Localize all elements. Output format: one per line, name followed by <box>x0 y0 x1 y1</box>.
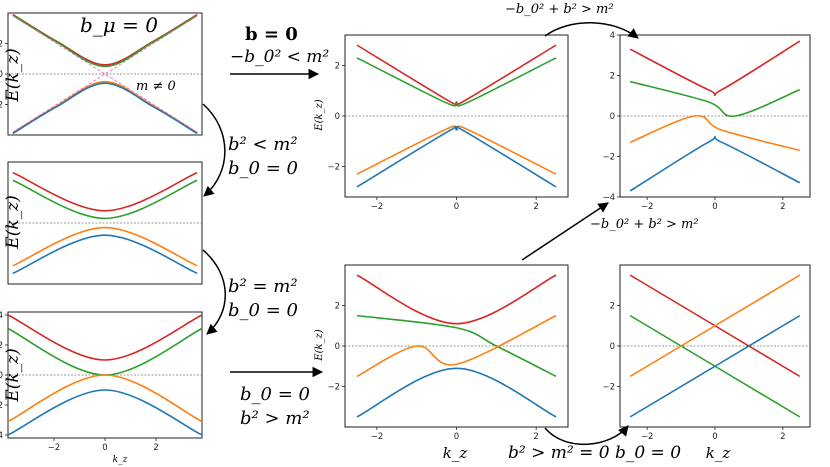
panel-p1: −2 0 2E(k_z) <box>0 12 203 136</box>
y-tick-label: 0 <box>0 70 3 80</box>
x-tick-label: −2 <box>641 202 654 212</box>
arrow2-b0-label: b_0 = 0 <box>228 300 298 321</box>
series-line-red <box>12 171 198 212</box>
y-tick-label: 0 <box>335 112 340 122</box>
series-line-orange <box>356 314 557 378</box>
series-line-green <box>356 314 557 378</box>
y-tick-label: −4 <box>602 193 615 203</box>
y-axis-label: E(k_z) <box>314 99 325 132</box>
series-line-orange <box>7 374 203 423</box>
x-tick-label: 0 <box>102 443 107 453</box>
y-tick-label: 4 <box>0 311 3 321</box>
x-tick-label: 2 <box>533 202 538 212</box>
x-tick-label: −2 <box>641 432 654 442</box>
y-tick-label: 2 <box>335 302 340 312</box>
series-line-red <box>629 40 801 97</box>
y-tick-label: 2 <box>0 40 3 50</box>
y-tick-label: −2 <box>602 383 615 393</box>
panel-p6: −2 0 2 −2 0 2 E(k_z) k_z <box>314 264 569 462</box>
bottom-cond-label: b² > m² = 0 b_0 = 0 <box>508 443 681 463</box>
y-axis-label: E(k_z) <box>3 195 23 249</box>
linear-dispersion-line <box>12 15 198 133</box>
y-axis-label: E(k_z) <box>3 348 23 402</box>
y-axis-label: E(k_z) <box>314 329 325 362</box>
arrow-2 <box>202 249 226 335</box>
series-line-red <box>356 44 557 107</box>
y-tick-label: −2 <box>327 383 340 393</box>
y-tick-label: 0 <box>335 342 340 352</box>
x-tick-label: −2 <box>371 432 384 442</box>
series-line-blue <box>629 135 801 192</box>
panel-p7: −2 0 2 −2 0 2 k_z <box>602 264 811 462</box>
y-tick-label: 0 <box>610 112 615 122</box>
arrow-top-cond-label: −b_0² < m² <box>230 47 329 67</box>
series-line-green <box>356 57 557 107</box>
y-axis-label: E(k_z) <box>3 48 23 102</box>
x-tick-label: 2 <box>780 202 785 212</box>
series-line-blue <box>356 367 557 418</box>
arrow1-b-label: b² < m² <box>228 134 298 155</box>
series-line-orange <box>629 114 801 152</box>
arrow1-b0-label: b_0 = 0 <box>228 158 298 179</box>
series-line-orange <box>12 226 198 267</box>
y-tick-label: 2 <box>610 302 615 312</box>
x-tick-label: 2 <box>153 443 158 453</box>
arrow-top-right <box>544 22 639 39</box>
x-axis-label: k_z <box>113 455 128 465</box>
arrow-1 <box>202 103 226 197</box>
series-line-red <box>7 314 203 361</box>
series-line-blue <box>12 82 198 135</box>
y-tick-label: 2 <box>610 72 615 82</box>
series-line-green <box>12 179 198 220</box>
linear-dispersion-line <box>12 15 198 133</box>
y-tick-label: 2 <box>0 341 3 351</box>
series-line-blue <box>356 125 557 188</box>
panel-p4: −2 0 2 −2 0 2 E(k_z) <box>314 34 569 212</box>
series-line-blue <box>12 234 198 275</box>
arrow-bottom-b0-label: b_0 = 0 <box>240 384 310 405</box>
series-line-blue <box>7 389 203 436</box>
series-line-green <box>12 14 198 68</box>
y-tick-label: 2 <box>335 61 340 71</box>
arrow-diagonal <box>521 202 609 261</box>
arrow-top-right-label: −b_0² + b² > m² <box>505 2 614 17</box>
x-axis-label: k_z <box>706 444 731 462</box>
x-tick-label: 2 <box>780 432 785 442</box>
x-tick-label: −2 <box>48 443 61 453</box>
arrow2-b-label: b² = m² <box>228 276 298 297</box>
panel1-mass-label: m ≠ 0 <box>136 79 176 94</box>
series-line-orange <box>629 274 801 378</box>
panel1-title: b_μ = 0 <box>80 13 158 37</box>
y-tick-label: −4 <box>0 431 3 441</box>
arrow-top-b-label: b = 0 <box>245 24 298 45</box>
panel-p2: E(k_z) <box>3 161 203 285</box>
x-tick-label: 0 <box>454 432 459 442</box>
panel-p5: −4 −2 0 2 4 −2 0 2 <box>602 31 811 212</box>
x-tick-label: 0 <box>454 202 459 212</box>
y-tick-label: −2 <box>0 101 3 111</box>
y-tick-label: 4 <box>610 31 615 41</box>
y-tick-label: −2 <box>327 163 340 173</box>
x-tick-label: 0 <box>712 432 717 442</box>
arrow-bottom-b-label: b² > m² <box>240 408 310 429</box>
y-tick-label: 0 <box>0 371 3 381</box>
y-tick-label: −2 <box>0 401 3 411</box>
arrow-bottom-curve <box>544 425 629 446</box>
series-line-green <box>629 80 801 118</box>
x-tick-label: 2 <box>533 432 538 442</box>
panel5-below-label: −b_0² + b² > m² <box>590 217 699 232</box>
y-tick-label: 0 <box>610 342 615 352</box>
y-tick-label: −2 <box>602 153 615 163</box>
x-tick-label: 0 <box>712 202 717 212</box>
x-axis-label: k_z <box>443 444 468 462</box>
x-tick-label: −2 <box>371 202 384 212</box>
series-line-red <box>356 274 557 325</box>
series-line-blue <box>629 314 801 418</box>
